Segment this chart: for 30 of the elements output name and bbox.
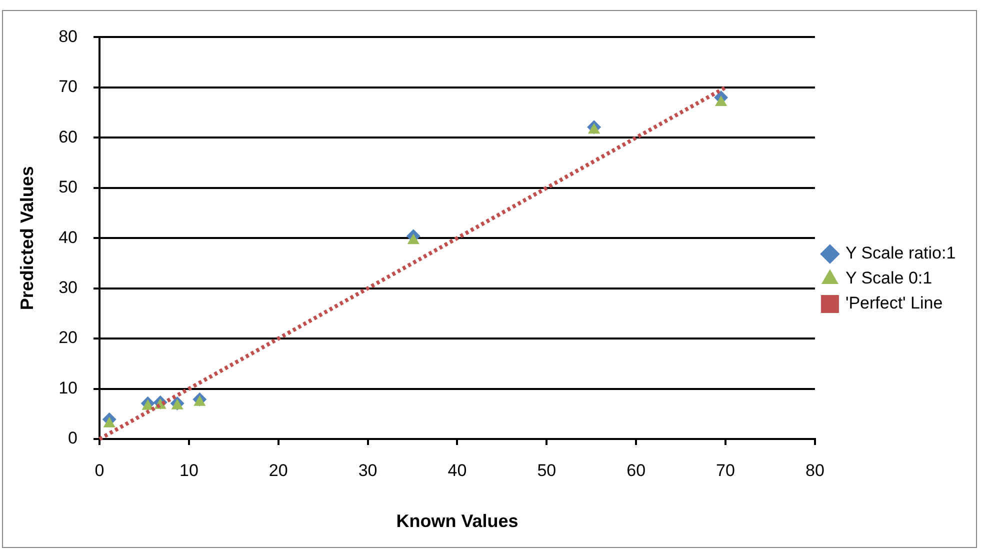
x-tick-label: 40 — [448, 460, 467, 480]
x-tick-label: 50 — [537, 460, 556, 480]
x-tick-label: 10 — [179, 460, 198, 480]
legend-label: Y Scale ratio:1 — [845, 244, 956, 263]
point — [171, 398, 184, 410]
x-axis-title: Known Values — [396, 511, 518, 532]
point — [714, 95, 728, 106]
x-tick-label: 20 — [268, 460, 288, 480]
x-tick-label: 0 — [94, 460, 104, 480]
point — [142, 399, 154, 410]
legend-label: 'Perfect' Line — [845, 294, 943, 313]
y-tick-label: 70 — [58, 77, 78, 96]
point — [407, 234, 420, 244]
y-tick-label: 50 — [58, 178, 78, 197]
y-tick-label: 0 — [68, 428, 78, 448]
x-tick-label: 60 — [626, 460, 646, 480]
y-tick-label: 20 — [58, 328, 78, 348]
point — [194, 395, 206, 406]
point — [103, 416, 116, 428]
y-tick-label: 30 — [58, 278, 78, 298]
y-axis-title: Predicted Values — [16, 166, 37, 310]
y-tick-label: 40 — [58, 228, 78, 247]
legend-label: Y Scale 0:1 — [845, 268, 932, 288]
x-tick-label: 80 — [805, 460, 824, 480]
y-tick-label: 10 — [58, 378, 78, 398]
x-tick-label: 70 — [716, 460, 735, 480]
point — [588, 123, 600, 134]
y-tick-label: 60 — [58, 127, 78, 146]
y-tick-label: 80 — [58, 26, 78, 46]
x-tick-label: 30 — [358, 460, 378, 480]
